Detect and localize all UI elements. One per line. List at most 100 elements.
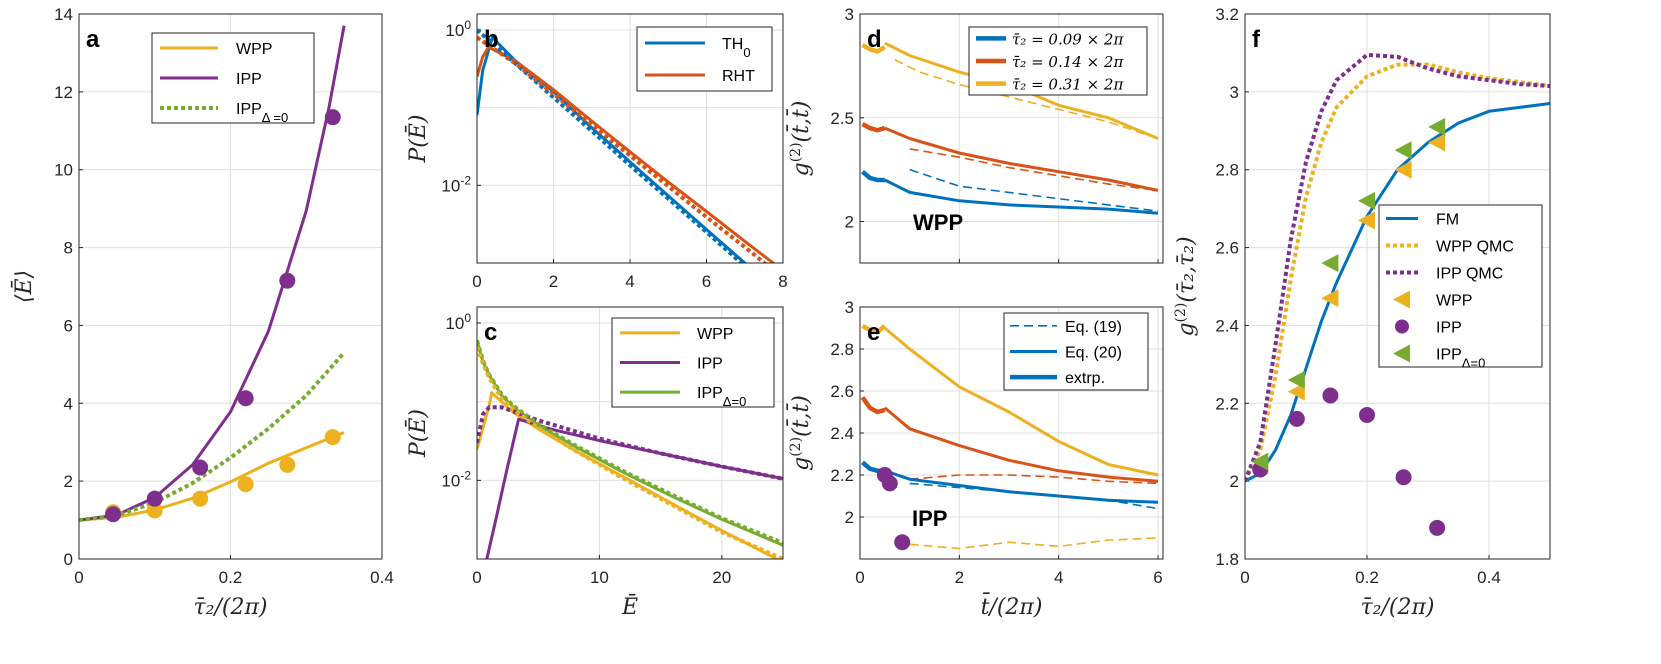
- y-tick-label: 2.8: [1215, 161, 1239, 180]
- series-line: [884, 126, 1159, 192]
- text-span: IPP: [1436, 347, 1462, 364]
- triangle-marker: [1428, 133, 1446, 152]
- triangle-marker: [1394, 160, 1412, 179]
- legend-label: IPPΔ=0: [697, 385, 746, 409]
- triangle-marker: [1358, 191, 1375, 210]
- axes-frame: [859, 13, 1164, 264]
- triangle-marker: [1394, 141, 1412, 160]
- series-line: [909, 168, 1159, 212]
- axes-frame: [78, 13, 383, 560]
- x-tick-label: 6: [702, 272, 711, 291]
- x-tick-label: 0: [1240, 568, 1249, 587]
- text-span: FM: [1436, 212, 1459, 229]
- legend-label: TH0: [722, 36, 751, 60]
- legend-label: IPPΔ=0: [1436, 347, 1485, 371]
- legend-label: Eq. (19): [1065, 319, 1122, 336]
- y-tick-label: 3: [845, 5, 854, 24]
- series-line: [861, 43, 886, 54]
- text-span: (2): [788, 142, 804, 162]
- y-tick-label: 8: [64, 239, 73, 258]
- text-span: (2): [788, 437, 804, 457]
- text-span: 0: [464, 18, 471, 32]
- legend-label: WPP: [697, 326, 733, 343]
- legend-label: WPP: [236, 41, 272, 58]
- triangle-marker: [1321, 289, 1339, 308]
- x-tick-label: 2: [955, 568, 964, 587]
- series-line: [860, 396, 886, 415]
- data-point: [1429, 519, 1446, 536]
- data-point: [324, 429, 341, 446]
- triangle-marker: [1287, 382, 1305, 401]
- legend-label: Eq. (20): [1065, 345, 1122, 362]
- text-span: TH: [722, 36, 743, 53]
- x-tick-label: 0: [855, 568, 864, 587]
- text-span: τ̄₂ = 0.31 × 2π: [1012, 76, 1124, 94]
- text-span: 10: [441, 471, 460, 490]
- y-axis-label: g(2)(τ̄₂,τ̄₂): [1173, 236, 1199, 336]
- panel-annotation: IPP: [912, 506, 947, 531]
- triangle-marker: [1428, 117, 1446, 136]
- y-tick-label: 2.2: [1215, 394, 1239, 413]
- data-point: [237, 390, 254, 407]
- text-span: 10: [445, 21, 464, 40]
- text-span: (2): [1173, 303, 1189, 323]
- y-tick-label: 6: [64, 316, 73, 335]
- y-tick-label: 2.4: [1215, 316, 1239, 335]
- legend-label: τ̄₂ = 0.09 × 2π: [1012, 30, 1124, 48]
- text-span: IPP: [697, 356, 723, 373]
- panel-letter: b: [484, 26, 499, 53]
- series-line: [477, 35, 768, 263]
- text-span: Eq. (20): [1065, 345, 1122, 362]
- legend-label: RHT: [722, 68, 755, 85]
- text-span: 10: [445, 314, 464, 333]
- x-tick-label: 2: [549, 272, 558, 291]
- y-axis-label: ⟨Ē⟩: [11, 270, 37, 303]
- y-tick-label: 0: [64, 550, 73, 569]
- y-axis-label: P(Ē): [405, 114, 431, 163]
- legend-box: [1378, 204, 1543, 368]
- data-point: [894, 534, 911, 551]
- y-tick-label: 2: [845, 508, 854, 527]
- series-line: [861, 169, 885, 183]
- series-line: [1245, 52, 1550, 482]
- panel-letter: e: [867, 319, 880, 346]
- text-span: IPP: [236, 71, 262, 88]
- series-line: [79, 351, 346, 523]
- legend: Eq. (19) Eq. (20) extrp.: [1003, 312, 1149, 391]
- y-tick-label: 2.2: [830, 466, 854, 485]
- legend-label: IPP: [236, 71, 262, 88]
- axes-frame: [859, 306, 1164, 560]
- text-span: WPP QMC: [1436, 239, 1514, 256]
- y-tick-label: 100: [445, 18, 471, 40]
- x-tick-label: 4: [625, 272, 634, 291]
- text-span: Δ=0: [723, 394, 747, 409]
- text-span: WPP: [697, 326, 733, 343]
- x-axis-label: τ̄₂/(2π): [1360, 595, 1434, 620]
- y-tick-label: 12: [54, 83, 73, 102]
- text-span: (t̄,t̄): [786, 101, 814, 143]
- series-line: [477, 405, 783, 481]
- y-tick-label: 2: [1230, 472, 1239, 491]
- legend-marker: [1395, 319, 1409, 334]
- panel-letter: f: [1252, 26, 1261, 53]
- series-group: [1245, 52, 1550, 536]
- y-tick-label: 4: [64, 394, 73, 413]
- series-line: [861, 122, 886, 133]
- legend-label: FM: [1436, 212, 1459, 229]
- panel-letter: a: [86, 26, 100, 53]
- legend-marker: [1393, 290, 1410, 309]
- legend-label: IPP: [1436, 320, 1462, 337]
- y-tick-label: 2.5: [830, 109, 854, 128]
- series-line: [1245, 102, 1550, 483]
- text-span: WPP: [1436, 293, 1472, 310]
- series-line: [79, 431, 345, 522]
- legend: TH0 RHT: [636, 26, 773, 92]
- series-line: [883, 406, 1159, 483]
- x-axis-label: τ̄₂/(2π): [193, 595, 267, 620]
- x-tick-label: 0: [472, 272, 481, 291]
- legend: τ̄₂ = 0.09 × 2π τ̄₂ = 0.14 × 2π τ̄₂ = 0.31…: [968, 26, 1148, 96]
- text-span: IPP QMC: [1436, 266, 1503, 283]
- legend-label: IPP QMC: [1436, 266, 1503, 283]
